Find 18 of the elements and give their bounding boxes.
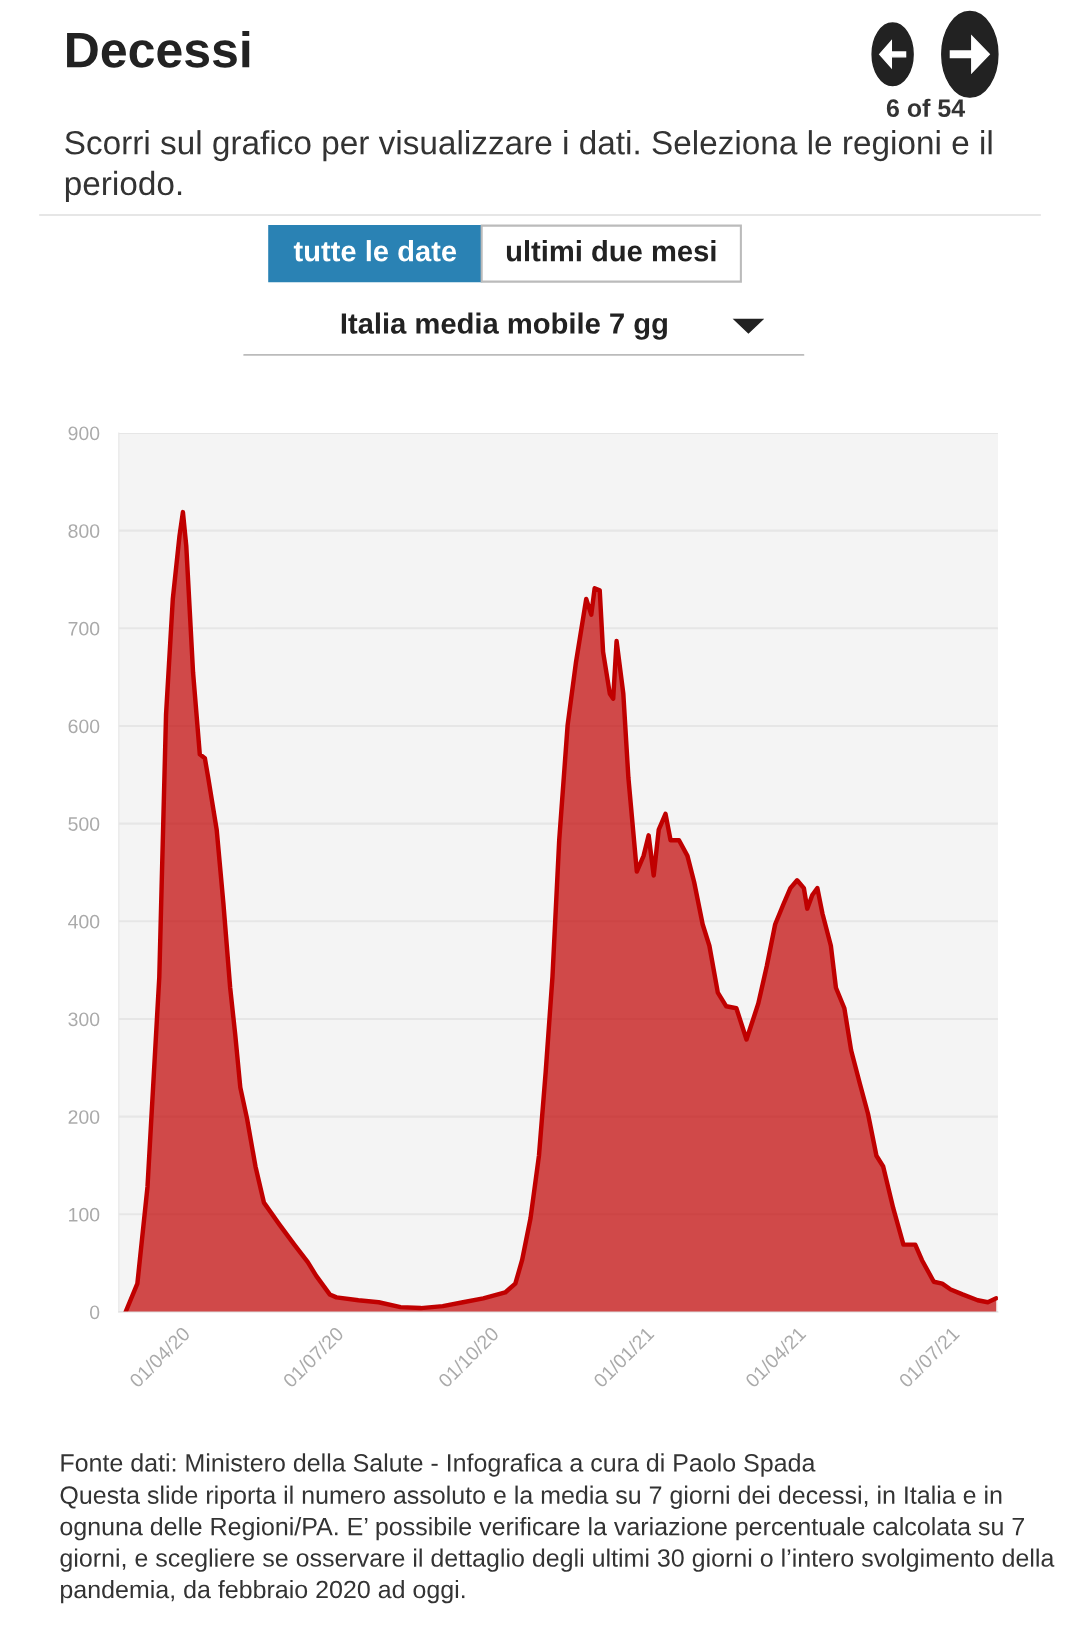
source-note: Fonte dati: Ministero della Salute - Infografica a cura di Paolo Spada [61,1453,816,1477]
chart-title: Decessi [67,31,250,68]
text: ultimi due mesi [506,240,716,262]
y-tick-label: 100 [69,1207,100,1222]
text: Italia media mobile 7 gg [341,312,667,340]
chart-subtitle: Scorri sul grafico per visualizzare i dati. Seleziona le regioni e il periodo. [65,130,992,202]
y-tick-label: 900 [68,426,100,441]
y-tick-label: 700 [68,621,100,636]
text: tutte le date [293,240,457,262]
y-tick-label: 500 [68,817,100,831]
y-tick-label: 800 [68,524,100,538]
y-tick-label: 200 [68,1110,100,1124]
text: 6 of 54 [886,98,966,118]
y-tick-label: 300 [68,1012,100,1027]
y-tick-label: 400 [68,914,100,929]
text: Questa slide riporta il numero assoluto e la media su 7 giorni dei decessi, in Italia e in ognuna delle Regioni/PA. E’ possibile verificare la variazione percentuale calcolata su 7 giorni, e scegliere se osservare il dettaglio degli ultimi 30 giorni o l’intero svolgimento della pandemia, da febbraio 2020 ad oggi. [60,1485,1055,1604]
y-tick-label: 0 [90,1305,100,1320]
y-tick-label: 600 [68,719,100,734]
